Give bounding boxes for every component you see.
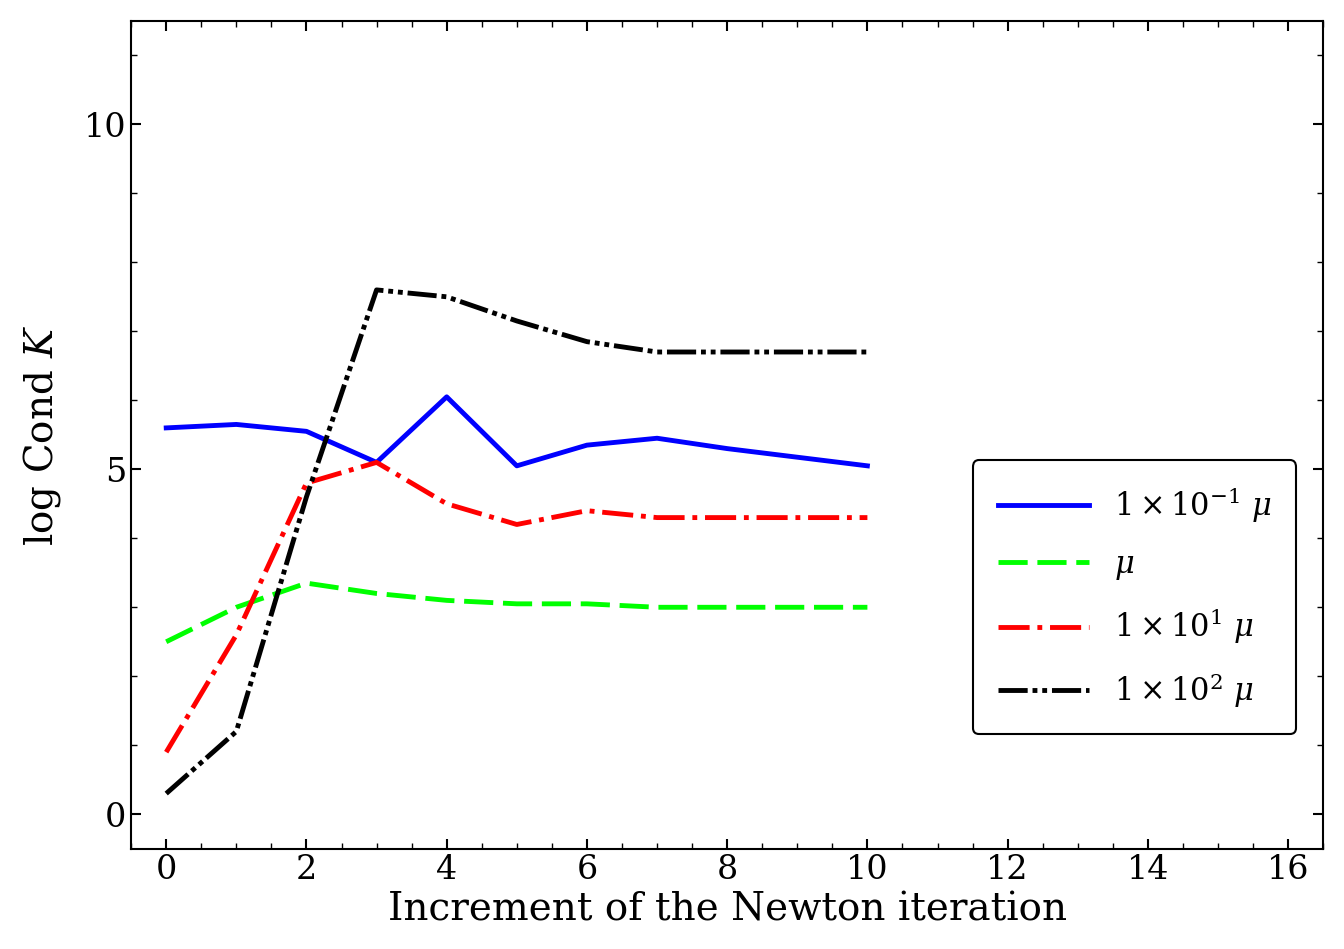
- $\mu$: [859, 602, 875, 613]
- $\mu$: [159, 636, 175, 647]
- $1 \times 10^{-1}\ \mu$: [509, 460, 526, 472]
- Y-axis label: log Cond $K$: log Cond $K$: [22, 324, 63, 546]
- $1 \times 10^{2}\ \mu$: [579, 336, 595, 347]
- $1 \times 10^{2}\ \mu$: [228, 726, 245, 737]
- $1 \times 10^{2}\ \mu$: [438, 291, 454, 303]
- X-axis label: Increment of the Newton iteration: Increment of the Newton iteration: [387, 891, 1067, 928]
- $\mu$: [438, 595, 454, 606]
- $1 \times 10^{2}\ \mu$: [859, 346, 875, 358]
- $\mu$: [228, 602, 245, 613]
- $1 \times 10^{2}\ \mu$: [509, 315, 526, 326]
- $1 \times 10^{2}\ \mu$: [719, 346, 735, 358]
- $1 \times 10^{1}\ \mu$: [438, 498, 454, 510]
- $1 \times 10^{1}\ \mu$: [368, 456, 384, 468]
- $1 \times 10^{2}\ \mu$: [649, 346, 665, 358]
- $1 \times 10^{1}\ \mu$: [228, 629, 245, 641]
- $1 \times 10^{-1}\ \mu$: [228, 419, 245, 430]
- Line: $1 \times 10^{-1}\ \mu$: $1 \times 10^{-1}\ \mu$: [167, 397, 867, 466]
- $1 \times 10^{1}\ \mu$: [859, 512, 875, 523]
- $1 \times 10^{-1}\ \mu$: [859, 460, 875, 472]
- $1 \times 10^{1}\ \mu$: [298, 477, 314, 489]
- $1 \times 10^{-1}\ \mu$: [368, 456, 384, 468]
- $1 \times 10^{-1}\ \mu$: [298, 426, 314, 437]
- $1 \times 10^{-1}\ \mu$: [159, 422, 175, 434]
- $1 \times 10^{2}\ \mu$: [368, 284, 384, 295]
- $\mu$: [649, 602, 665, 613]
- $\mu$: [368, 587, 384, 599]
- $1 \times 10^{1}\ \mu$: [719, 512, 735, 523]
- $1 \times 10^{1}\ \mu$: [159, 747, 175, 758]
- $1 \times 10^{1}\ \mu$: [509, 519, 526, 530]
- Line: $1 \times 10^{1}\ \mu$: $1 \times 10^{1}\ \mu$: [167, 462, 867, 753]
- $1 \times 10^{1}\ \mu$: [579, 505, 595, 516]
- Line: $\mu$: $\mu$: [167, 583, 867, 642]
- $\mu$: [719, 602, 735, 613]
- $1 \times 10^{-1}\ \mu$: [719, 443, 735, 455]
- $1 \times 10^{-1}\ \mu$: [649, 433, 665, 444]
- $1 \times 10^{1}\ \mu$: [649, 512, 665, 523]
- $1 \times 10^{2}\ \mu$: [159, 788, 175, 799]
- $1 \times 10^{-1}\ \mu$: [579, 439, 595, 451]
- Legend: $1 \times 10^{-1}\ \mu$, $\mu$, $1 \times 10^{1}\ \mu$, $1 \times 10^{2}\ \mu$: $1 \times 10^{-1}\ \mu$, $\mu$, $1 \time…: [973, 460, 1296, 735]
- $\mu$: [298, 577, 314, 588]
- $\mu$: [509, 598, 526, 609]
- $\mu$: [579, 598, 595, 609]
- Line: $1 \times 10^{2}\ \mu$: $1 \times 10^{2}\ \mu$: [167, 289, 867, 793]
- $1 \times 10^{-1}\ \mu$: [438, 391, 454, 402]
- $1 \times 10^{2}\ \mu$: [298, 492, 314, 503]
